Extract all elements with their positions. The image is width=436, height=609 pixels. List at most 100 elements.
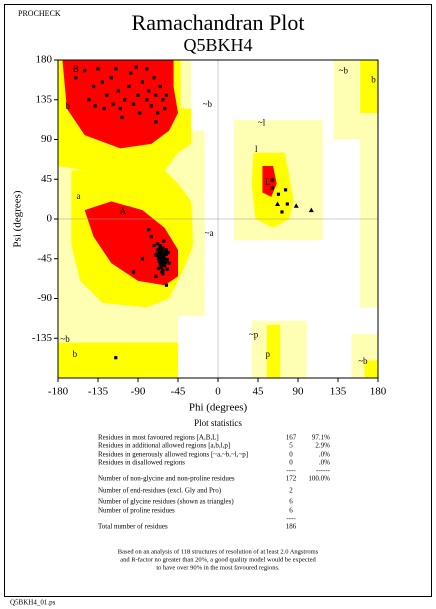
- residue-point: [154, 93, 158, 97]
- residue-point: [155, 242, 160, 246]
- stat-label: Residues in generously allowed regions […: [98, 451, 248, 459]
- region-label: ~b: [203, 99, 213, 109]
- note-line: Based on an analysis of 118 structures o…: [118, 548, 319, 555]
- residue-point: [162, 253, 166, 257]
- residue-point: [140, 257, 145, 261]
- stat-label: Total number of residues: [98, 523, 168, 531]
- residue-point: [158, 243, 162, 248]
- y-axis-label: Psi (degrees): [12, 190, 24, 247]
- residue-point: [161, 98, 165, 102]
- y-tick-label: 0: [47, 213, 53, 225]
- region: [62, 60, 178, 149]
- residue-point: [123, 98, 127, 102]
- stat-percent: 2.9%: [315, 442, 330, 450]
- residue-point: [160, 251, 164, 256]
- residue-point: [163, 106, 167, 111]
- residue-point: [161, 258, 165, 263]
- stat-label: Residues in most favoured regions [A,B,L…: [98, 434, 219, 442]
- residue-point: [102, 106, 106, 111]
- residue-point: [152, 243, 156, 248]
- stat-label: Residues in additional allowed regions […: [98, 442, 230, 450]
- residue-point: [161, 272, 165, 276]
- region-label: ~p: [249, 330, 259, 340]
- residue-point: [160, 263, 164, 267]
- residue-point: [276, 192, 281, 196]
- region-label: ~l: [258, 118, 266, 128]
- glycine-point: [275, 201, 281, 206]
- glycine-point: [293, 203, 299, 208]
- residue-point: [136, 93, 140, 97]
- residue-point: [164, 248, 169, 252]
- region-label: ~b: [358, 356, 368, 366]
- region-label: a: [76, 191, 80, 201]
- glycine-point: [308, 207, 314, 213]
- residue-point: [149, 104, 153, 108]
- residue-point: [96, 67, 100, 71]
- residue-point: [156, 254, 161, 258]
- x-tick-label: 45: [253, 386, 265, 398]
- stat-label: Number of non-glycine and non-proline re…: [98, 475, 235, 483]
- residue-point: [157, 247, 161, 251]
- x-tick-label: -45: [171, 386, 186, 398]
- residue-point: [161, 246, 165, 250]
- region: [360, 60, 379, 114]
- residue-point: [167, 261, 171, 265]
- stat-count: 6: [289, 507, 293, 515]
- residue-point: [283, 188, 288, 192]
- residue-point: [156, 266, 161, 271]
- residue-point: [156, 256, 161, 260]
- residue-point: [140, 80, 145, 84]
- x-tick-label: 180: [370, 386, 387, 398]
- residue-point: [105, 93, 109, 97]
- favoured-regions: [62, 60, 277, 286]
- region-label: b: [371, 74, 376, 84]
- residue-point: [100, 80, 105, 84]
- residue-point: [111, 102, 115, 106]
- residue-point: [154, 120, 158, 124]
- residue-point: [83, 69, 87, 73]
- region-label: b: [66, 101, 71, 111]
- region-label: A: [120, 206, 127, 216]
- region-label: ~b: [60, 334, 70, 344]
- residue-point: [162, 255, 166, 259]
- residue-point: [116, 89, 121, 93]
- residue-point: [127, 84, 131, 89]
- residue-point: [114, 356, 118, 360]
- stat-percent: .0%: [319, 451, 330, 459]
- residue-point: [280, 210, 284, 214]
- y-tick-label: 45: [41, 173, 53, 185]
- residue-point: [147, 228, 151, 232]
- region-label: L: [265, 177, 271, 187]
- residue-point: [165, 258, 169, 262]
- stat-percent: .0%: [319, 459, 330, 467]
- residue-point: [154, 274, 158, 279]
- residue-point: [157, 259, 161, 263]
- residue-point: [161, 268, 165, 272]
- region: [57, 342, 178, 378]
- residue-point: [163, 250, 167, 255]
- stat-label: Number of proline residues: [98, 507, 175, 515]
- region-label: ~a: [205, 228, 214, 238]
- region-label: B: [73, 64, 79, 74]
- residue-point: [165, 267, 169, 271]
- residue-point: [155, 252, 159, 256]
- stat-label: Residues in disallowed regions: [98, 459, 185, 467]
- stat-count: 172: [286, 475, 297, 483]
- x-tick-label: -180: [48, 386, 69, 398]
- stat-percent: 97.1%: [312, 434, 330, 442]
- residue-point: [149, 235, 153, 239]
- residue-point: [158, 258, 162, 262]
- residue-point: [93, 104, 97, 108]
- residue-point: [131, 102, 136, 106]
- residue-point: [163, 260, 168, 264]
- residue-point: [91, 84, 96, 89]
- region: [84, 201, 178, 286]
- stat-count: 6: [289, 498, 293, 506]
- y-tick-label: -135: [32, 332, 53, 344]
- residue-point: [114, 67, 118, 71]
- y-tick-label: 135: [36, 93, 53, 105]
- residue-point: [138, 111, 142, 115]
- residue-point: [152, 76, 156, 80]
- region: [266, 324, 281, 378]
- residue-point: [285, 202, 289, 206]
